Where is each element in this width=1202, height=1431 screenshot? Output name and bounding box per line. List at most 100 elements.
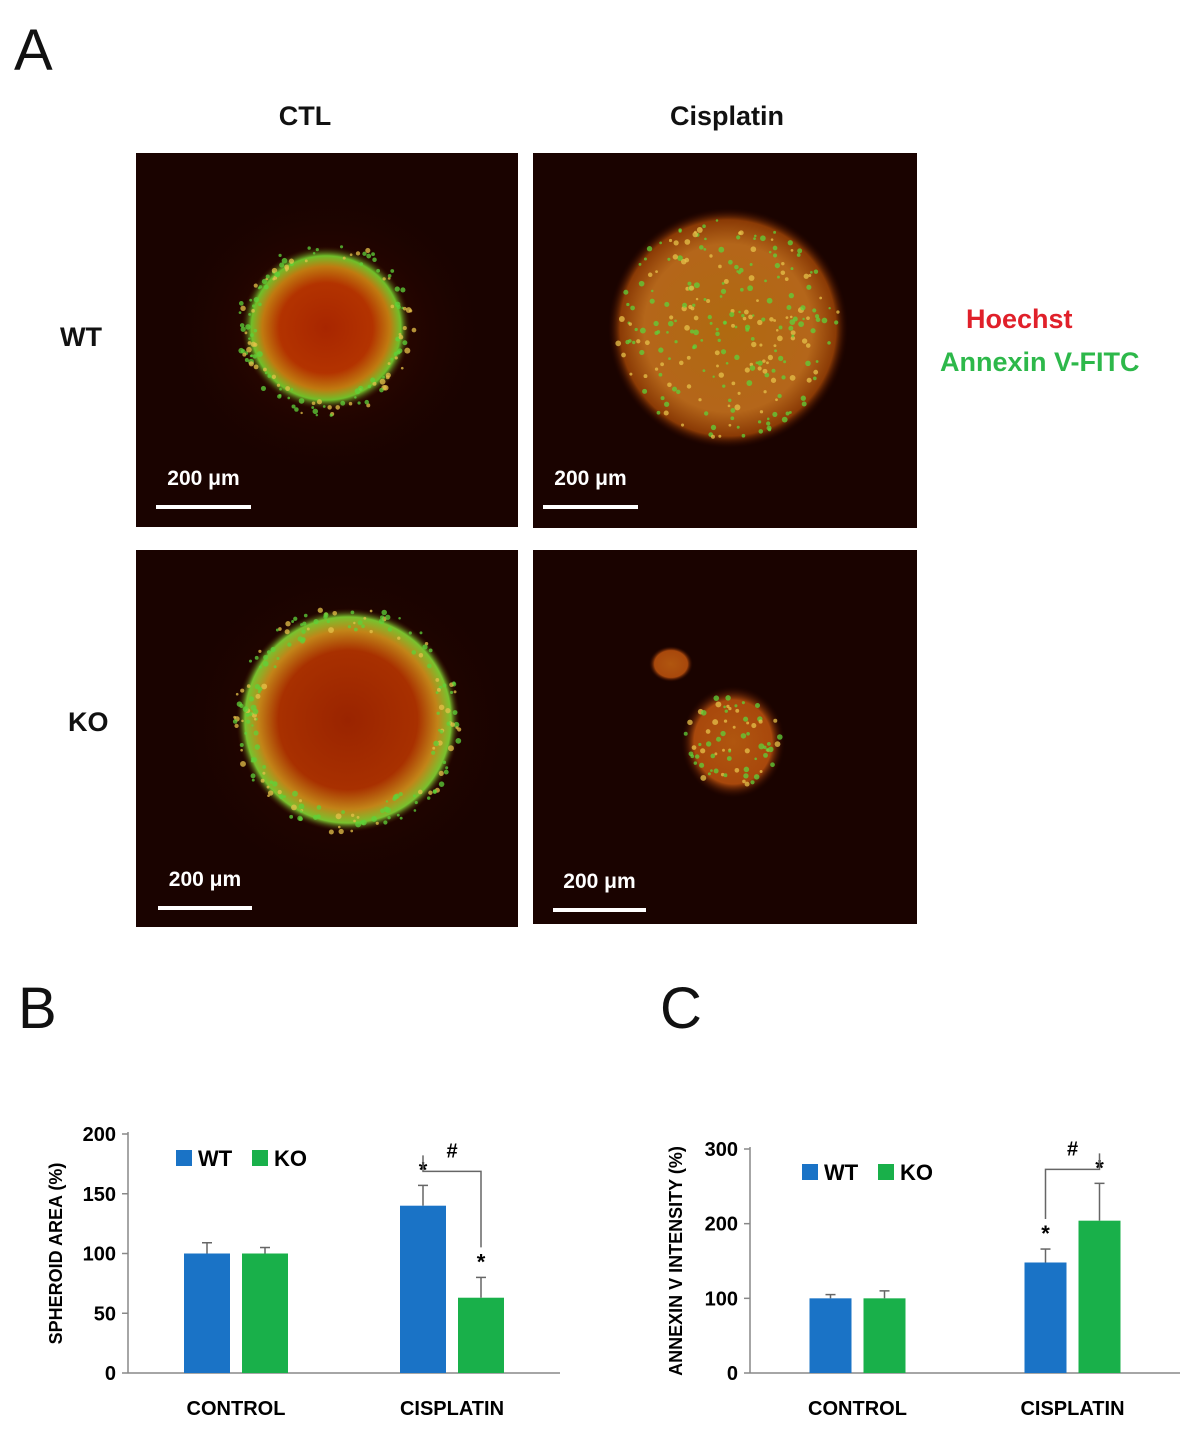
fluorescence-speckle — [689, 329, 695, 334]
fluorescence-speckle — [715, 701, 722, 708]
fluorescence-speckle — [452, 681, 456, 685]
fluorescence-speckle — [684, 257, 690, 263]
fluorescence-speckle — [781, 375, 786, 380]
fluorescence-speckle — [714, 350, 720, 356]
fluorescence-speckle — [667, 320, 674, 327]
scale-bar-label: 200 μm — [168, 868, 242, 891]
fluorescence-speckle — [785, 411, 790, 416]
fluorescence-speckle — [426, 796, 431, 800]
fluorescence-speckle — [715, 331, 720, 337]
fluorescence-speckle — [658, 347, 664, 353]
fluorescence-speckle — [777, 734, 783, 740]
fluorescence-speckle — [754, 757, 757, 761]
fluorescence-speckle — [654, 367, 659, 371]
fluorescence-speckle — [758, 719, 763, 724]
fluorescence-speckle — [753, 237, 756, 241]
fluorescence-speckle — [672, 386, 677, 392]
fluorescence-speckle — [265, 274, 270, 279]
fluorescence-speckle — [272, 781, 278, 787]
fluorescence-speckle — [398, 617, 401, 620]
fluorescence-speckle — [834, 320, 839, 325]
fluorescence-speckle — [372, 381, 377, 386]
fluorescence-speckle — [238, 301, 244, 306]
fluorescence-speckle — [245, 712, 250, 717]
fluorescence-speckle — [778, 355, 784, 362]
fluorescence-speckle — [673, 240, 679, 246]
fluorescence-speckle — [266, 650, 271, 654]
fluorescence-speckle — [256, 351, 263, 358]
fluorescence-speckle — [443, 769, 449, 775]
fluorescence-speckle — [385, 800, 389, 803]
fluorescence-speckle — [292, 790, 298, 797]
significance-bracket — [1044, 1153, 1101, 1220]
fluorescence-speckle — [248, 659, 253, 663]
fluorescence-speckle — [704, 411, 709, 416]
fluorescence-speckle — [379, 378, 386, 385]
fluorescence-speckle — [618, 316, 625, 322]
fluorescence-speckle — [705, 741, 712, 747]
fluorescence-speckle — [328, 829, 334, 835]
fluorescence-speckle — [738, 231, 742, 235]
fluorescence-speckle — [340, 400, 346, 406]
fluorescence-speckle — [418, 653, 424, 658]
fluorescence-speckle — [385, 614, 391, 620]
fluorescence-speckle — [680, 423, 685, 427]
fluorescence-speckle — [668, 357, 671, 361]
fluorescence-speckle — [801, 401, 807, 407]
fluorescence-speckle — [748, 275, 755, 281]
legend-label-wt: WT — [198, 1146, 233, 1171]
fluorescence-speckle — [789, 374, 796, 381]
fluorescence-speckle — [254, 744, 261, 750]
fluorescence-speckle — [748, 314, 753, 320]
legend-label-ko: KO — [900, 1160, 933, 1185]
fluorescence-speckle — [678, 228, 682, 232]
fluorescence-speckle — [254, 655, 259, 660]
fluorescence-speckle — [747, 285, 753, 292]
fluorescence-speckle — [780, 270, 786, 276]
fluorescence-speckle — [409, 309, 413, 313]
fluorescence-speckle — [800, 395, 806, 401]
fluorescence-speckle — [714, 752, 718, 756]
fluorescence-speckle — [366, 253, 372, 259]
fluorescence-speckle — [781, 416, 788, 423]
fluorescence-speckle — [399, 816, 403, 820]
fluorescence-speckle — [783, 360, 787, 364]
fluorescence-speckle — [638, 280, 645, 287]
fluorescence-speckle — [729, 311, 735, 317]
bar-ko-cisplatin — [1078, 1220, 1121, 1373]
fluorescence-speckle — [719, 295, 723, 298]
fluorescence-speckle — [720, 349, 727, 355]
fluorescence-speckle — [621, 352, 626, 358]
fluorescence-speckle — [257, 286, 261, 290]
fluorescence-speckle — [239, 742, 244, 747]
fluorescence-speckle — [263, 284, 269, 290]
fluorescence-speckle — [264, 371, 268, 375]
row-header-ko: KO — [68, 707, 109, 737]
fluorescence-speckle — [270, 646, 276, 653]
fluorescence-speckle — [285, 269, 288, 272]
fluorescence-speckle — [743, 309, 749, 315]
fluorescence-speckle — [806, 377, 812, 383]
fluorescence-speckle — [763, 390, 767, 394]
fluorescence-speckle — [720, 288, 727, 294]
fluorescence-speckle — [647, 272, 653, 278]
fluorescence-speckle — [734, 704, 738, 708]
fluorescence-speckle — [302, 621, 307, 626]
fluorescence-speckle — [369, 629, 373, 634]
fluorescence-speckle — [726, 704, 730, 709]
fluorescence-speckle — [770, 238, 774, 241]
fluorescence-speckle — [284, 264, 290, 270]
fluorescence-speckle — [639, 349, 645, 356]
fluorescence-speckle — [387, 627, 393, 632]
fluorescence-speckle — [245, 324, 251, 330]
fluorescence-speckle — [307, 246, 311, 250]
fluorescence-speckle — [436, 687, 441, 692]
fluorescence-speckle — [241, 719, 244, 723]
y-tick-label: 100 — [705, 1288, 738, 1310]
fluorescence-speckle — [778, 325, 783, 330]
fluorescence-speckle — [773, 344, 777, 348]
fluorescence-speckle — [751, 723, 757, 729]
fluorescence-speckle — [382, 375, 385, 379]
fluorescence-speckle — [810, 328, 816, 334]
fluorescence-speckle — [367, 384, 372, 389]
